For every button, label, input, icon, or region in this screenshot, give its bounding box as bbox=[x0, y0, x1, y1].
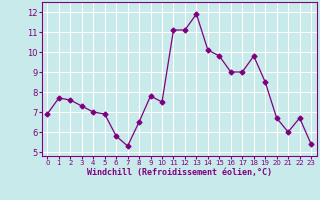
X-axis label: Windchill (Refroidissement éolien,°C): Windchill (Refroidissement éolien,°C) bbox=[87, 168, 272, 177]
